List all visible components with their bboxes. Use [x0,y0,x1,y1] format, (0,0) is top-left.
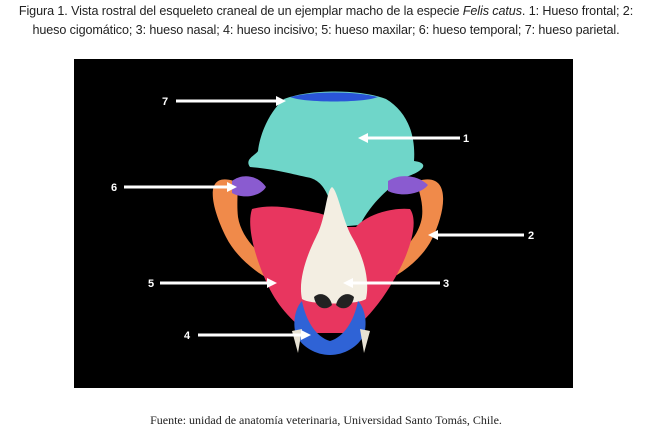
caption-prefix: Figura 1. Vista rostral del esqueleto cr… [18,4,463,18]
label-7: 7 [162,96,168,108]
label-4: 4 [184,330,191,342]
frontal-bone [248,91,424,227]
skull-figure: 7 1 6 2 5 3 4 [74,59,573,388]
incisive-bone [294,301,366,355]
temporal-bone-left [232,176,266,197]
label-2: 2 [528,230,534,242]
nasal-bone [300,187,368,304]
label-5: 5 [148,278,154,290]
figure-caption: Figura 1. Vista rostral del esqueleto cr… [6,2,646,40]
label-3: 3 [443,278,449,290]
label-6: 6 [111,182,117,194]
zygomatic-bone-left [212,179,288,287]
canine-tooth-right [360,329,370,353]
figure-source: Fuente: unidad de anatomía veterinaria, … [150,413,502,427]
caption-suffix: . 1: Hueso frontal; 2: hueso cigomático;… [32,4,634,37]
skull-illustration: 7 1 6 2 5 3 4 [74,59,573,388]
caption-species: Felis catus [462,4,522,18]
label-1: 1 [463,133,469,145]
temporal-bone-right [388,176,428,195]
parietal-bone [290,92,378,102]
zygomatic-bone-right [370,179,444,287]
